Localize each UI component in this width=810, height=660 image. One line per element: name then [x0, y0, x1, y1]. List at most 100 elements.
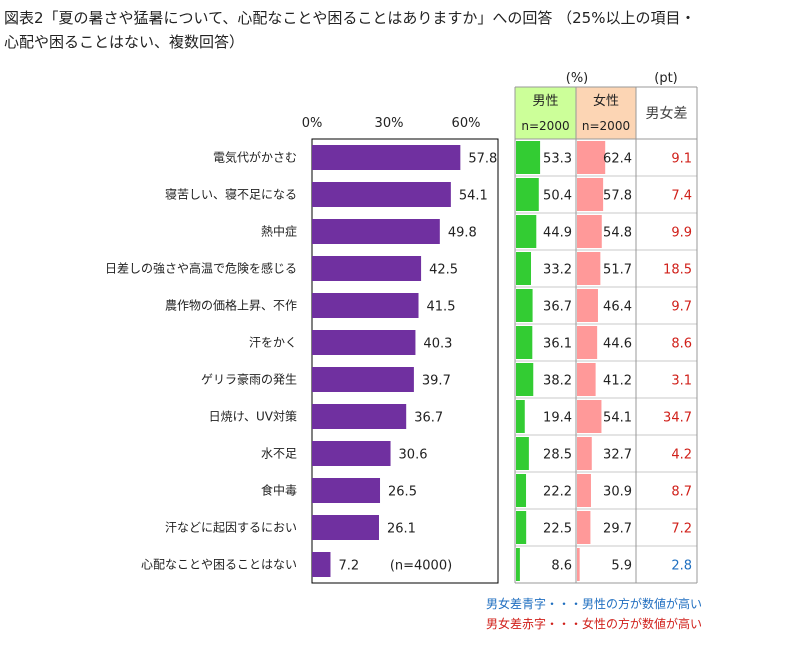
female-value-label: 46.4 [603, 300, 632, 315]
male-bar [516, 178, 539, 211]
female-bar [577, 252, 601, 285]
x-tick-label: 60% [452, 116, 481, 131]
total-bar [312, 182, 451, 207]
diff-value-label: 8.7 [671, 485, 692, 500]
male-value-label: 38.2 [543, 374, 572, 389]
total-value-label: 49.8 [448, 226, 477, 241]
female-bar [577, 363, 596, 396]
total-bar [312, 219, 440, 244]
category-label: ゲリラ豪雨の発生 [201, 372, 297, 387]
female-header-bg [576, 87, 636, 139]
female-value-label: 32.7 [603, 448, 632, 463]
male-value-label: 22.2 [543, 485, 572, 500]
female-bar [577, 326, 598, 359]
diff-value-label: 9.9 [671, 226, 692, 241]
total-bar [312, 367, 414, 392]
total-value-label: 57.8 [468, 152, 497, 167]
female-value-label: 5.9 [611, 559, 632, 574]
male-bar [516, 252, 532, 285]
total-bar [312, 330, 416, 355]
diff-value-label: 4.2 [671, 448, 692, 463]
male-value-label: 50.4 [543, 189, 572, 204]
chart-title: 図表2「夏の暑さや猛暑について、心配なことや困ることはありますか」への回答 （2… [4, 6, 804, 54]
note-blue: 男女差青字・・・男性の方が数値が高い [486, 597, 703, 611]
male-bar [516, 511, 527, 544]
unit-percent-label: (%) [566, 71, 589, 86]
female-value-label: 54.8 [603, 226, 632, 241]
total-bar [312, 293, 419, 318]
male-value-label: 36.7 [543, 300, 572, 315]
category-label: 日差しの強さや高温で危険を感じる [105, 261, 297, 276]
total-bar [312, 441, 391, 466]
category-label: 電気代がかさむ [213, 150, 297, 165]
unit-pt-label: (pt) [654, 71, 678, 86]
category-label: 食中毒 [261, 483, 297, 498]
diff-value-label: 2.8 [671, 559, 692, 574]
female-value-label: 30.9 [603, 485, 632, 500]
total-value-label: 39.7 [422, 374, 451, 389]
female-value-label: 29.7 [603, 522, 632, 537]
female-bar [577, 289, 598, 322]
female-value-label: 57.8 [603, 189, 632, 204]
total-value-label: 40.3 [423, 337, 452, 352]
female-bar [577, 141, 606, 174]
plot-frame [311, 138, 499, 584]
category-label: 寝苦しい、寝不足になる [165, 187, 297, 202]
male-bar [516, 326, 533, 359]
total-value-label: 41.5 [427, 300, 456, 315]
male-bar [516, 437, 529, 470]
total-value-label: 30.6 [399, 448, 428, 463]
note-red: 男女差赤字・・・女性の方が数値が高い [486, 617, 703, 631]
male-value-label: 33.2 [543, 263, 572, 278]
legend-notes: 男女差青字・・・男性の方が数値が高い 男女差赤字・・・女性の方が数値が高い [486, 594, 702, 634]
male-bar [516, 548, 520, 581]
male-bar [516, 363, 534, 396]
male-bar [516, 400, 525, 433]
x-tick-label: 0% [302, 116, 323, 131]
diff-header-label: 男女差 [646, 105, 688, 122]
female-value-label: 44.6 [603, 337, 632, 352]
diff-value-label: 7.4 [671, 189, 692, 204]
male-value-label: 28.5 [543, 448, 572, 463]
male-value-label: 53.3 [543, 152, 572, 167]
n-label: (n=4000) [390, 559, 452, 574]
total-value-label: 26.5 [388, 485, 417, 500]
category-label: 心配なことや困ることはない [141, 558, 297, 572]
diff-value-label: 18.5 [663, 263, 692, 278]
total-bar [312, 552, 331, 577]
x-tick-label: 30% [375, 116, 404, 131]
female-value-label: 62.4 [603, 152, 632, 167]
total-bar [312, 478, 381, 503]
male-bar [516, 289, 533, 322]
category-label: 汗などに起因するにおい [165, 521, 297, 535]
diff-value-label: 9.7 [671, 300, 692, 315]
total-value-label: 7.2 [338, 559, 359, 574]
male-value-label: 19.4 [543, 411, 572, 426]
total-value-label: 42.5 [429, 263, 458, 278]
female-header-label: 女性 [593, 93, 619, 109]
male-n-label: n=2000 [521, 119, 569, 133]
total-bar [312, 145, 461, 170]
male-value-label: 44.9 [543, 226, 572, 241]
female-bar [577, 511, 591, 544]
category-label: 農作物の価格上昇、不作 [165, 298, 297, 313]
diff-value-label: 9.1 [671, 152, 692, 167]
female-bar [577, 400, 602, 433]
female-bar [577, 548, 580, 581]
male-bar [516, 141, 541, 174]
male-header-bg [515, 87, 576, 139]
male-bar [516, 474, 527, 507]
female-bar [577, 215, 602, 248]
male-value-label: 36.1 [543, 337, 572, 352]
title-line-1: 図表2「夏の暑さや猛暑について、心配なことや困ることはありますか」への回答 （2… [4, 9, 696, 27]
female-bar [577, 178, 604, 211]
category-label: 汗をかく [249, 336, 297, 350]
male-header-label: 男性 [532, 94, 558, 109]
title-line-2: 心配や困ることはない、複数回答） [4, 33, 245, 51]
male-value-label: 22.5 [543, 522, 572, 537]
category-label: 熱中症 [261, 224, 297, 239]
female-bar [577, 437, 592, 470]
male-value-label: 8.6 [551, 559, 572, 574]
diff-value-label: 34.7 [663, 411, 692, 426]
